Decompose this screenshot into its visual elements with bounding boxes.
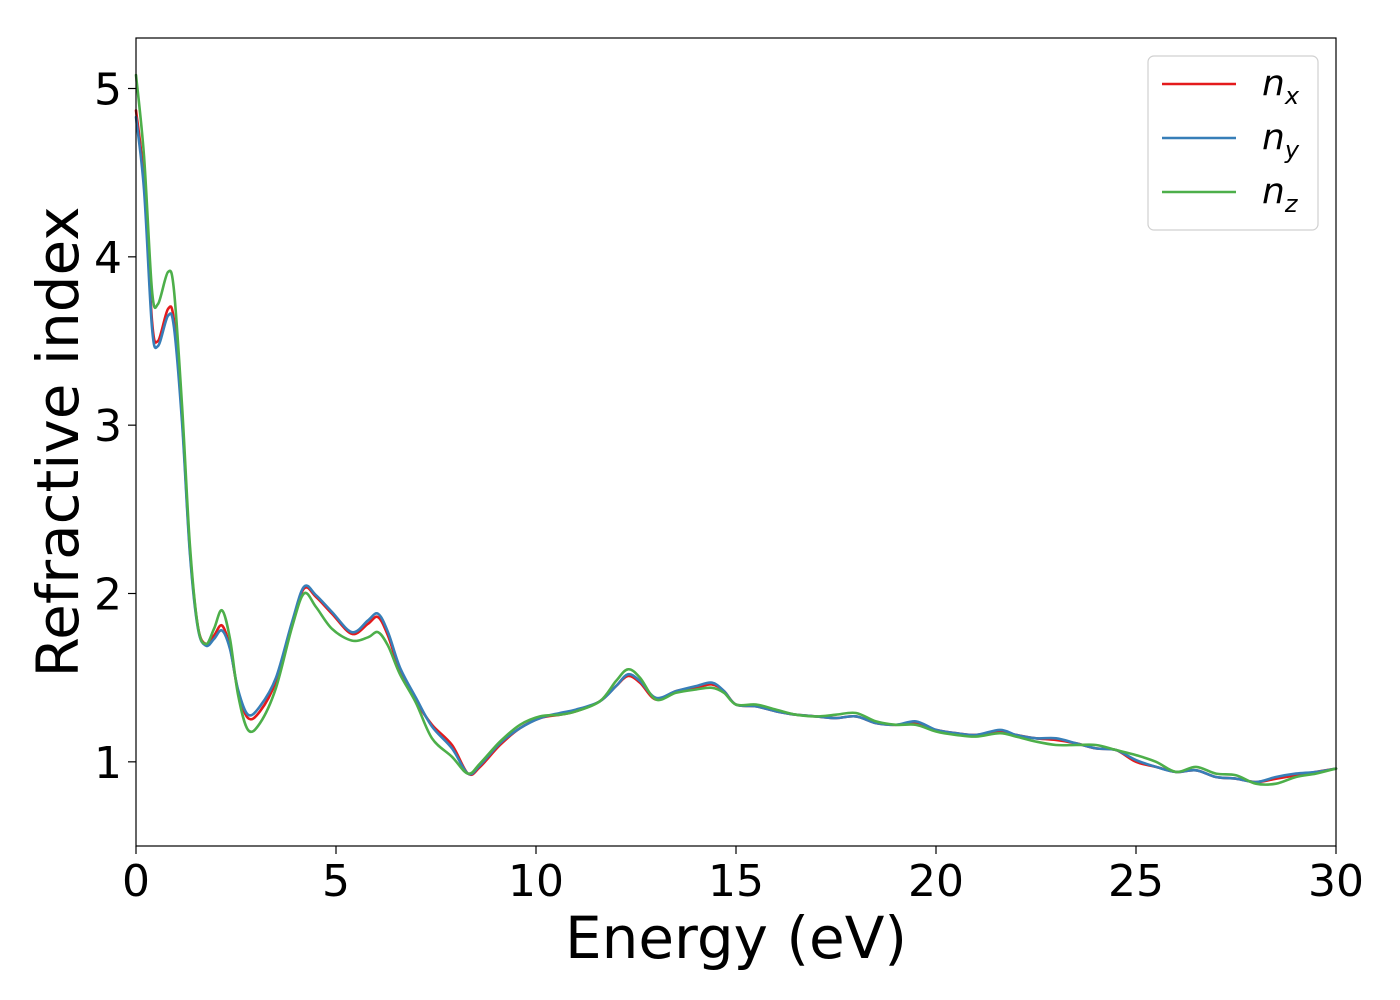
x-tick-label: 20: [908, 856, 964, 907]
series-layer: [134, 73, 1338, 786]
y-tick-label: 3: [94, 401, 122, 452]
legend-label-ny: ny: [1262, 117, 1300, 164]
x-tick-label: 15: [708, 856, 764, 907]
legend-label-nz: nz: [1262, 171, 1299, 218]
legend-box: [1147, 55, 1319, 231]
x-tick-label: 25: [1108, 856, 1164, 907]
y-tick-label: 2: [94, 570, 122, 621]
y-axis-title: Refractive index: [24, 206, 92, 677]
x-tick-label: 30: [1308, 856, 1364, 907]
x-tick-label: 5: [322, 856, 350, 907]
legend-label-nx: nx: [1262, 63, 1300, 110]
legend: nx ny nz: [1147, 55, 1319, 231]
y-tick-label: 1: [94, 738, 122, 789]
y-tick-label: 5: [94, 65, 122, 116]
plot-background: [136, 38, 1336, 846]
y-axis: 1 2 3 4 5: [94, 65, 136, 789]
x-tick-label: 0: [122, 856, 150, 907]
y-tick-label: 4: [94, 233, 122, 284]
x-axis-title: Energy (eV): [565, 904, 907, 972]
x-axis: 0 5 10 15 20 25 30: [122, 846, 1364, 907]
series-line-nz: [134, 73, 1338, 786]
x-tick-label: 10: [508, 856, 564, 907]
